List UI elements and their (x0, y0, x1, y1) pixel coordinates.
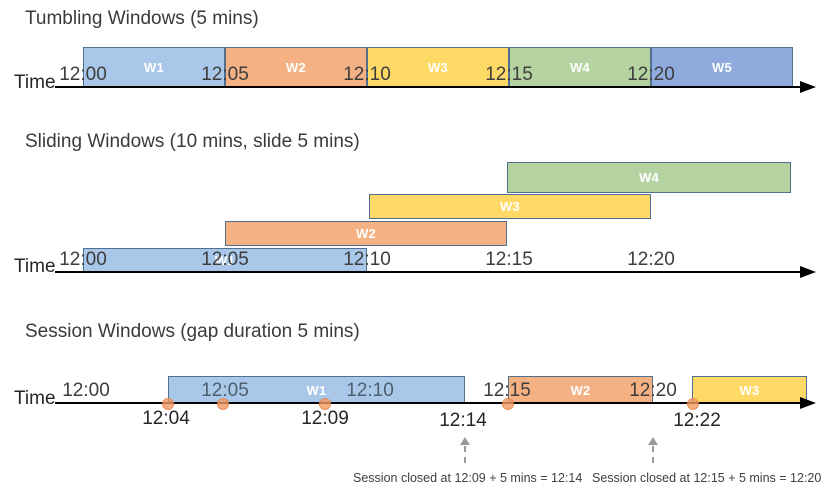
window-label: W1 (143, 60, 165, 75)
axis-arrowhead-icon (800, 266, 816, 278)
tumbling-time-axis (55, 86, 802, 88)
sliding-section-title: Sliding Windows (10 mins, slide 5 mins) (25, 131, 360, 152)
session-section-title: Session Windows (gap duration 5 mins) (25, 321, 360, 342)
window-label: W3 (427, 60, 449, 75)
event-dot (162, 398, 174, 410)
event-time-label: 12:22 (673, 410, 721, 431)
tick-label: 12:15 (485, 249, 533, 270)
tick-label: 12:10 (346, 380, 394, 401)
tick-label: 12:10 (343, 249, 391, 270)
window-label: W1 (306, 382, 327, 398)
tick-label: 12:20 (629, 380, 677, 401)
tick-label: 12:10 (343, 64, 391, 85)
window-label: W1 (214, 253, 236, 268)
session-time-axis (55, 402, 802, 404)
session-time-axis-label: Time (14, 388, 56, 409)
tumbling-time-axis-label: Time (14, 72, 56, 93)
tick-label: 12:00 (59, 249, 107, 270)
tick-label: 12:05 (201, 64, 249, 85)
sliding-window-bar-w4: W4 (507, 162, 791, 193)
session-closed-annotation: Session closed at 12:09 + 5 mins = 12:14 (353, 471, 583, 485)
window-label: W4 (569, 60, 591, 75)
event-dot (319, 398, 331, 410)
tick-label: 12:20 (627, 249, 675, 270)
tick-label: 12:15 (485, 64, 533, 85)
sliding-window-bar-w3: W3 (369, 194, 651, 219)
session-closed-annotation: Session closed at 12:15 + 5 mins = 12:20 (592, 471, 822, 485)
sliding-time-axis-label: Time (14, 256, 56, 277)
up-arrow-icon (648, 437, 658, 445)
sliding-time-axis (55, 271, 802, 273)
tick-label: 12:15 (483, 380, 531, 401)
event-dot (687, 398, 699, 410)
event-dot (217, 398, 229, 410)
tick-label: 12:00 (62, 380, 110, 401)
session-window-bar-w3: W3 (692, 376, 807, 404)
tumbling-window-bar-w3: W3 (367, 47, 509, 88)
sliding-window-bar-w2: W2 (225, 221, 507, 246)
window-label: W2 (570, 382, 591, 398)
window-label: W3 (499, 199, 521, 214)
tick-label: 12:00 (59, 64, 107, 85)
tick-label: 12:05 (201, 380, 249, 401)
tumbling-window-bar-w1: W1 (83, 47, 225, 88)
event-time-label: 12:09 (301, 408, 349, 429)
event-dot (502, 398, 514, 410)
tick-label: 12:20 (627, 64, 675, 85)
sliding-window-bar-w1: W1 (83, 248, 367, 273)
event-time-label: 12:04 (142, 408, 190, 429)
window-label: W5 (711, 60, 733, 75)
event-time-label: 12:14 (439, 410, 487, 431)
up-arrow-dash (464, 446, 466, 463)
window-label: W3 (739, 382, 760, 398)
up-arrow-icon (460, 437, 470, 445)
window-label: W2 (285, 60, 307, 75)
window-label: W4 (638, 170, 660, 185)
up-arrow-dash (652, 446, 654, 463)
axis-arrowhead-icon (800, 397, 816, 409)
tumbling-section-title: Tumbling Windows (5 mins) (25, 8, 259, 29)
axis-arrowhead-icon (800, 81, 816, 93)
window-label: W2 (355, 226, 377, 241)
tumbling-window-bar-w5: W5 (651, 47, 793, 88)
tick-label: 12:05 (201, 249, 249, 270)
